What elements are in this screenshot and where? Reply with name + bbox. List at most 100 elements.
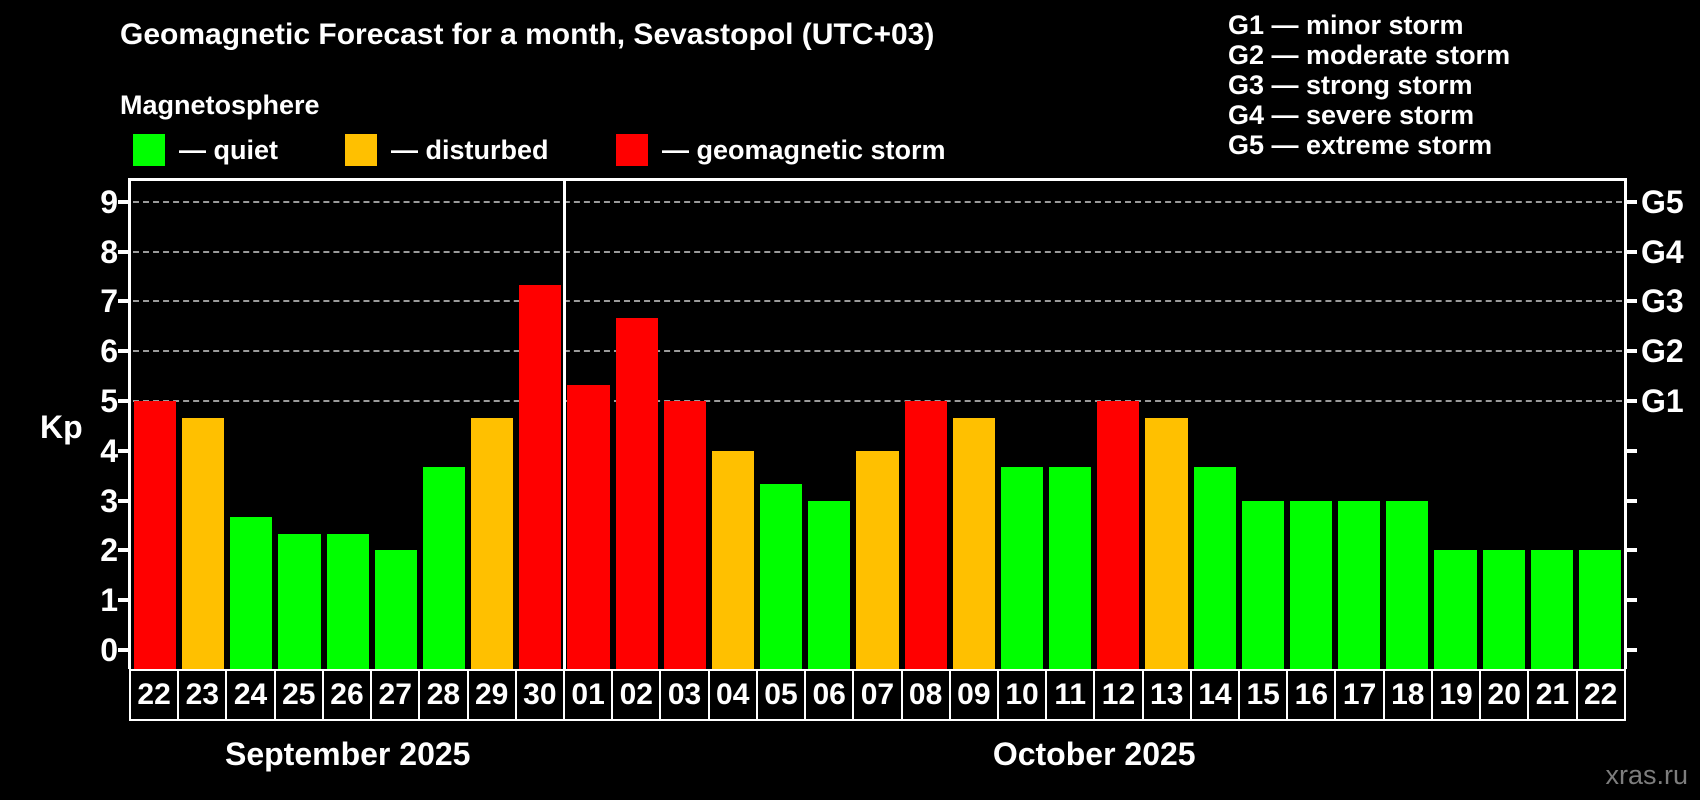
kp-bar xyxy=(663,401,706,669)
y-axis-label: 8 xyxy=(100,233,118,270)
day-label: 06 xyxy=(804,669,855,721)
month-label: September 2025 xyxy=(224,736,471,772)
page-title: Geomagnetic Forecast for a month, Sevast… xyxy=(120,18,935,51)
y-axis-tick-right xyxy=(1624,299,1637,304)
day-label: 25 xyxy=(273,669,324,721)
y-axis-tick-right xyxy=(1624,548,1637,553)
gridline-kp-5 xyxy=(133,400,1622,402)
day-label: 26 xyxy=(321,669,373,721)
day-label: 16 xyxy=(1286,669,1337,721)
kp-bar xyxy=(1289,500,1333,669)
day-label: 08 xyxy=(900,669,951,721)
y-axis-label: 4 xyxy=(100,432,118,469)
y-axis-tick xyxy=(118,199,131,204)
kp-bar xyxy=(471,417,514,669)
day-label: 22 xyxy=(129,669,180,721)
day-label: 05 xyxy=(755,669,807,721)
day-label: 01 xyxy=(562,669,614,721)
kp-bar xyxy=(615,317,658,669)
y-axis-tick-right xyxy=(1624,448,1637,453)
day-label: 13 xyxy=(1141,669,1192,721)
month-label: October 2025 xyxy=(992,736,1196,772)
day-label: 11 xyxy=(1045,669,1096,721)
day-label: 24 xyxy=(225,669,276,721)
kp-bar xyxy=(230,517,273,669)
kp-bar xyxy=(1241,500,1284,669)
right-axis-label-g1: G1 xyxy=(1641,383,1684,419)
y-axis-tick-right xyxy=(1624,399,1637,403)
right-axis-label-g5: G5 xyxy=(1641,183,1684,220)
y-axis-tick xyxy=(118,349,131,354)
kp-bar xyxy=(1193,467,1236,669)
right-axis-label-g4: G4 xyxy=(1641,233,1684,270)
day-label: 19 xyxy=(1430,669,1482,721)
storm-scale-legend: G1 — minor storm G2 — moderate storm G3 — … xyxy=(1228,10,1510,160)
kp-bar xyxy=(711,450,755,669)
y-axis-label: 9 xyxy=(100,183,118,220)
kp-bar xyxy=(278,534,321,669)
y-axis-tick xyxy=(118,498,131,503)
day-axis-row: 22 23 24 25 26 27 28 29 30 01 02 03 04 05 06 07 08 09 10 11… xyxy=(129,669,1626,721)
legend-label-disturbed: — disturbed xyxy=(391,135,549,165)
day-label: 03 xyxy=(659,669,710,721)
day-label: 09 xyxy=(948,669,999,721)
storm-scale-line: G4 — severe storm xyxy=(1228,100,1475,130)
month-separator xyxy=(562,181,566,669)
kp-bar xyxy=(856,450,899,669)
kp-bar xyxy=(519,285,562,669)
day-label: 30 xyxy=(514,669,565,721)
watermark: xras.ru xyxy=(1605,760,1688,790)
y-axis-tick-right xyxy=(1624,249,1637,254)
day-label: 17 xyxy=(1334,669,1385,721)
kp-bar xyxy=(1530,550,1573,669)
day-label: 14 xyxy=(1189,669,1241,721)
chart-plot-area xyxy=(128,178,1627,669)
legend-swatch-disturbed xyxy=(345,134,377,166)
y-axis-label: 1 xyxy=(100,582,118,619)
y-axis-tick-right xyxy=(1624,349,1637,354)
storm-scale-line: G3 — strong storm xyxy=(1228,70,1473,100)
y-axis-title: Kp xyxy=(40,409,83,445)
kp-bar xyxy=(182,417,225,669)
y-axis-tick-right xyxy=(1624,199,1637,204)
day-label: 15 xyxy=(1238,669,1289,721)
y-axis-tick xyxy=(118,598,131,603)
right-axis-label-g3: G3 xyxy=(1641,283,1684,320)
legend-swatch-quiet xyxy=(133,134,165,166)
day-label: 07 xyxy=(852,669,903,721)
gridline-kp-9 xyxy=(133,200,1622,203)
day-label: 04 xyxy=(707,669,758,721)
kp-bar xyxy=(904,401,947,669)
gridline-kp-7 xyxy=(133,300,1622,303)
day-label: 18 xyxy=(1382,669,1433,721)
y-axis-tick xyxy=(118,648,131,652)
legend-label-storm: — geomagnetic storm xyxy=(662,135,946,165)
y-axis-tick-right xyxy=(1624,498,1637,503)
gridline-kp-6 xyxy=(133,350,1622,353)
kp-bar xyxy=(567,384,610,669)
y-axis-tick xyxy=(118,299,131,304)
kp-bar xyxy=(808,500,851,669)
day-label: 23 xyxy=(177,669,228,721)
storm-scale-line: G1 — minor storm xyxy=(1228,10,1464,40)
kp-bar xyxy=(1482,550,1525,669)
kp-bar xyxy=(1097,401,1140,669)
day-label: 10 xyxy=(996,669,1048,721)
y-axis-tick xyxy=(118,448,131,453)
gridline-kp-8 xyxy=(133,250,1622,253)
kp-bar xyxy=(422,467,466,669)
legend-swatch-storm xyxy=(616,134,648,166)
day-label: 29 xyxy=(466,669,517,721)
y-axis-label: 3 xyxy=(100,482,118,519)
y-axis-label: 0 xyxy=(100,632,118,668)
legend-label-quiet: — quiet xyxy=(179,135,278,165)
y-axis-label: 2 xyxy=(100,532,118,569)
kp-bar xyxy=(1049,467,1092,669)
day-label: 27 xyxy=(370,669,421,721)
day-label: 02 xyxy=(611,669,662,721)
y-axis-label: 6 xyxy=(100,333,118,370)
day-label: 28 xyxy=(418,669,469,721)
right-axis-label-g2: G2 xyxy=(1641,333,1684,370)
kp-bar xyxy=(952,417,995,669)
